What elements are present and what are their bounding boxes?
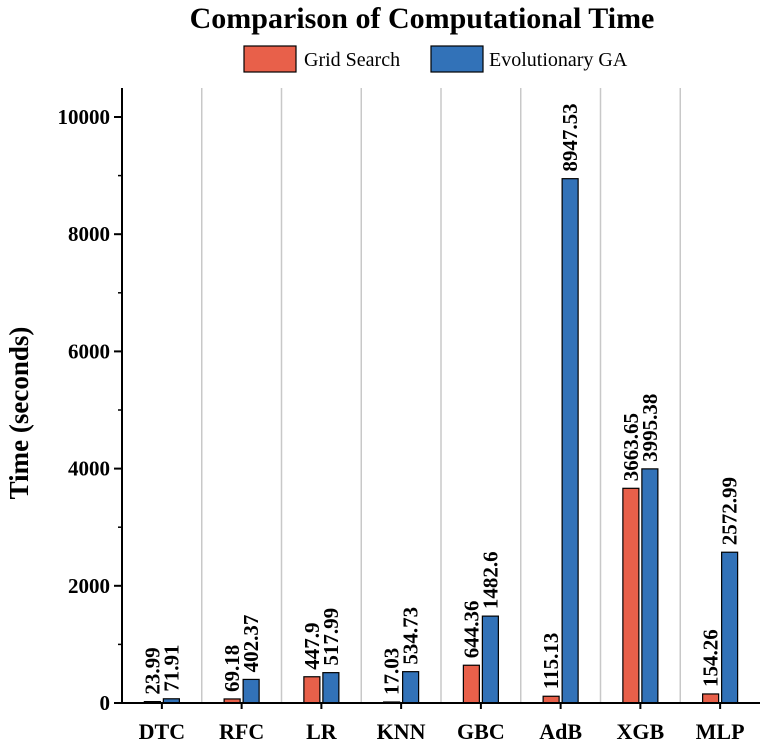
- y-ticks: 0 2000 4000 6000 8000 10000: [58, 105, 122, 715]
- bar-mlp-evolutionary-ga: [721, 551, 739, 704]
- data-label-gbc-grid-search: 644.36: [459, 600, 483, 658]
- x-tick-label: XGB: [617, 719, 665, 744]
- y-tick-label: 0: [100, 691, 111, 715]
- data-label-adb-evolutionary-ga: 8947.53: [558, 103, 582, 171]
- data-label-rfc-grid-search: 69.18: [220, 645, 244, 692]
- bar-adb-evolutionary-ga: [561, 178, 579, 704]
- x-tick-label: RFC: [219, 719, 264, 744]
- y-axis-title-group: Time (seconds): [4, 327, 34, 500]
- bar-rfc-evolutionary-ga: [242, 678, 260, 704]
- data-label-knn-evolutionary-ga: 534.73: [399, 607, 423, 665]
- data-label-mlp-grid-search: 154.26: [699, 629, 723, 687]
- data-label-lr-evolutionary-ga: 517.99: [319, 608, 343, 666]
- bar-mlp-grid-search: [702, 693, 720, 704]
- data-label-knn-grid-search: 17.03: [380, 648, 404, 695]
- data-label-rfc-evolutionary-ga: 402.37: [239, 615, 263, 673]
- data-label-lr-grid-search: 447.9: [300, 623, 324, 670]
- legend-label-evolutionary-ga: Evolutionary GA: [489, 49, 628, 71]
- legend-swatch-evolutionary-ga: [430, 45, 484, 73]
- data-label-gbc-evolutionary-ga: 1482.6: [478, 551, 502, 609]
- bars: [143, 178, 739, 704]
- legend-swatch-grid-search: [243, 45, 297, 73]
- y-axis-title: Time (seconds): [4, 327, 34, 500]
- x-ticks: DTC RFC LR KNN GBC AdB XGB MLP: [139, 703, 745, 744]
- bar-xgb-evolutionary-ga: [641, 468, 659, 704]
- legend: Grid Search Evolutionary GA: [243, 45, 628, 73]
- bar-knn-evolutionary-ga: [402, 671, 420, 704]
- x-tick-label: KNN: [377, 719, 426, 744]
- y-tick-label: 2000: [68, 574, 110, 598]
- axes: [121, 88, 760, 704]
- bar-gbc-grid-search: [462, 664, 480, 704]
- data-label-dtc-grid-search: 23.99: [140, 647, 164, 694]
- x-tick-label: LR: [306, 719, 338, 744]
- bar-lr-evolutionary-ga: [322, 672, 340, 704]
- data-label-xgb-grid-search: 3663.65: [619, 413, 643, 481]
- legend-label-grid-search: Grid Search: [304, 49, 400, 71]
- x-tick-label: MLP: [696, 719, 745, 744]
- y-tick-label: 10000: [58, 105, 111, 129]
- y-tick-label: 6000: [68, 339, 110, 363]
- x-tick-label: AdB: [539, 719, 582, 744]
- chart-title: Comparison of Computational Time: [190, 2, 655, 35]
- y-tick-label: 8000: [68, 222, 110, 246]
- grid-lines: [201, 88, 681, 703]
- data-label-dtc-evolutionary-ga: 71.91: [159, 645, 183, 692]
- data-label-adb-grid-search: 115.13: [539, 633, 563, 690]
- x-tick-label: DTC: [139, 719, 185, 744]
- y-tick-label: 4000: [68, 457, 110, 481]
- bar-xgb-grid-search: [622, 487, 640, 704]
- x-tick-label: GBC: [457, 719, 505, 744]
- bar-adb-grid-search: [542, 695, 560, 704]
- data-label-xgb-evolutionary-ga: 3995.38: [638, 394, 662, 462]
- bar-gbc-evolutionary-ga: [481, 615, 499, 704]
- bar-lr-grid-search: [303, 676, 321, 704]
- data-label-mlp-evolutionary-ga: 2572.99: [718, 477, 742, 545]
